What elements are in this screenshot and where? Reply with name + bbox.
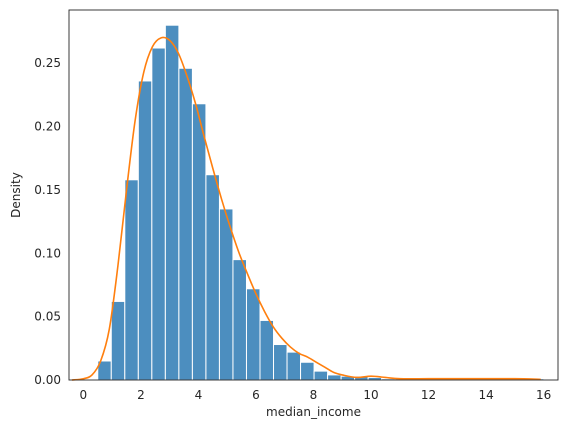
y-tick-label: 0.15 bbox=[34, 183, 61, 197]
x-axis-label: median_income bbox=[266, 405, 361, 419]
histogram-bar bbox=[110, 300, 126, 381]
y-tick-label: 0.00 bbox=[34, 373, 61, 387]
histogram-bar bbox=[327, 374, 342, 381]
histogram-bar bbox=[164, 24, 180, 381]
y-axis-ticks: 0.00 0.05 0.10 0.15 0.20 0.25 bbox=[34, 56, 61, 387]
y-tick-label: 0.20 bbox=[34, 120, 61, 134]
histogram-bar bbox=[232, 259, 247, 381]
histogram-bar bbox=[286, 351, 302, 381]
x-tick-label: 14 bbox=[478, 388, 493, 402]
histogram-bar bbox=[218, 208, 234, 381]
y-tick-label: 0.25 bbox=[34, 56, 61, 70]
x-axis-ticks: 0 2 4 6 8 10 12 14 16 bbox=[80, 388, 552, 402]
histogram-bar bbox=[300, 361, 315, 381]
x-tick-label: 6 bbox=[252, 388, 260, 402]
x-tick-label: 2 bbox=[137, 388, 145, 402]
histogram-bar bbox=[313, 370, 329, 381]
x-tick-label: 16 bbox=[536, 388, 551, 402]
histogram-bar bbox=[259, 319, 275, 381]
histogram-bar bbox=[205, 174, 220, 381]
x-tick-label: 4 bbox=[195, 388, 203, 402]
y-axis-label: Density bbox=[9, 172, 23, 218]
histogram-bars bbox=[97, 24, 545, 381]
x-tick-label: 8 bbox=[310, 388, 318, 402]
x-tick-label: 0 bbox=[80, 388, 88, 402]
y-tick-label: 0.10 bbox=[34, 246, 61, 260]
histogram-bar bbox=[124, 179, 139, 381]
histogram-bar bbox=[178, 67, 193, 381]
kde-curve bbox=[71, 36, 541, 381]
x-tick-label: 10 bbox=[363, 388, 378, 402]
plot-frame bbox=[68, 9, 559, 381]
histogram-bar bbox=[273, 344, 288, 381]
x-tick-label: 12 bbox=[421, 388, 436, 402]
histogram-bar bbox=[151, 47, 166, 381]
histogram-bar bbox=[191, 103, 207, 381]
histogram-bar bbox=[245, 288, 261, 381]
y-tick-label: 0.05 bbox=[34, 310, 61, 324]
histogram-bar bbox=[137, 80, 153, 381]
